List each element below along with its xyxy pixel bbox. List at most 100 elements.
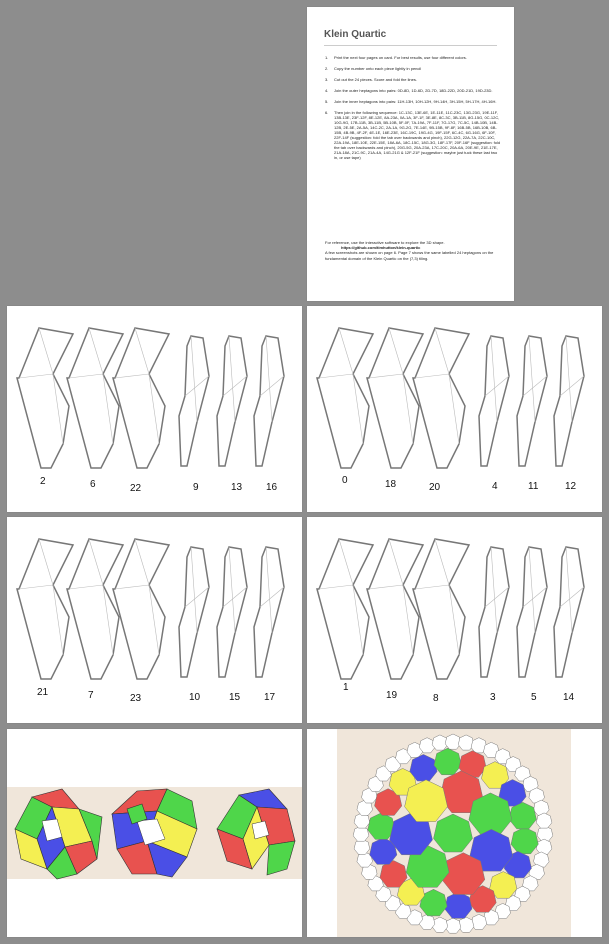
net-outline (16, 327, 75, 469)
net-labels: 21 7 23 10 15 17 (37, 687, 276, 704)
fold-line (114, 538, 160, 656)
heptagon-tile (374, 788, 403, 816)
piece-number: 1 (343, 682, 349, 693)
net-page-2: 0 18 20 4 11 12 (307, 306, 602, 512)
heptagon-tile (536, 812, 553, 829)
fold-line (259, 546, 285, 634)
fold-line (484, 546, 510, 634)
piece-number: 21 (37, 687, 49, 698)
note-line-2: A few screenshots are shown on page 6. P… (325, 250, 494, 261)
heptagon-tile (489, 871, 518, 899)
piece-number: 8 (433, 693, 439, 704)
piece-number: 5 (531, 692, 537, 703)
fold-line (222, 546, 248, 634)
fold-line (368, 327, 414, 445)
net-outline (178, 546, 210, 678)
net-outline (253, 546, 285, 678)
fold-line (184, 335, 210, 423)
screenshots-page (7, 729, 302, 937)
net-outline (412, 538, 471, 680)
net-outline (66, 538, 125, 680)
fold-line (414, 538, 460, 656)
piece-number: 2 (40, 476, 46, 487)
heptagon-tile (514, 765, 531, 782)
piece-number: 22 (130, 483, 142, 494)
heptagon-tile (469, 829, 513, 872)
heptagon-tile (510, 826, 539, 855)
repo-link[interactable]: https://github.com/timhutton/klein-quart… (341, 245, 421, 251)
piece-number: 4 (492, 481, 498, 492)
model-view-3 (216, 788, 296, 876)
heptagon-tile (433, 813, 473, 853)
net-outline (112, 327, 171, 469)
heptagon-nets: 1 19 8 3 5 14 (316, 538, 585, 704)
piece-number: 18 (385, 479, 397, 490)
net-outline (412, 327, 471, 469)
fold-line (318, 327, 364, 445)
net-pieces (316, 327, 585, 469)
piece-number: 20 (429, 482, 441, 493)
net-outline (16, 538, 75, 680)
net-outline (216, 335, 248, 467)
fold-line (559, 335, 585, 423)
instructions-page: Klein Quartic 1. Print the next four page… (307, 7, 514, 301)
net-pieces (16, 538, 285, 680)
heptagon-tile (433, 747, 462, 776)
piece-number: 16 (266, 482, 278, 493)
heptagon-tile (356, 799, 373, 816)
heptagon-nets: 2 6 22 9 13 16 (16, 327, 285, 494)
fold-line (259, 335, 285, 423)
net-pieces (316, 538, 585, 680)
heptagon-tile (522, 875, 539, 892)
fold-line (114, 327, 160, 445)
fold-line (18, 538, 64, 656)
heptagon-tile (483, 742, 500, 758)
net-outline (516, 546, 548, 678)
fold-line (222, 335, 248, 423)
heptagon-tile (352, 825, 370, 842)
fold-line (484, 335, 510, 423)
heptagon-tile (514, 885, 531, 902)
fold-line (522, 335, 548, 423)
net-outline (316, 327, 375, 469)
net-outline (516, 335, 548, 467)
step-1: 1. Print the next four pages on card. For… (325, 55, 467, 60)
net-outline (553, 546, 585, 678)
net-outline (316, 538, 375, 680)
piece-number: 0 (342, 475, 348, 486)
net-outline (216, 546, 248, 678)
heptagon-tile (483, 909, 500, 926)
instruction-steps: 1. Print the next four pages on card. For… (325, 55, 501, 166)
net-outline (366, 327, 425, 469)
step-4: 4. Join the outer heptagons into pairs: 0… (325, 88, 493, 93)
heptagon-tile (481, 761, 509, 789)
piece-number: 3 (490, 692, 496, 703)
fold-line (18, 327, 64, 445)
heptagon-tile (508, 802, 537, 830)
heptagon-tile (439, 770, 484, 813)
heptagon-tile (379, 860, 408, 888)
net-outline (478, 546, 510, 678)
heptagon-tile (444, 891, 473, 919)
fold-line (68, 538, 114, 656)
net-outline (112, 538, 171, 680)
piece-number: 23 (130, 693, 142, 704)
heptagon-tile (505, 756, 522, 772)
net-page-1: 2 6 22 9 13 16 (7, 306, 302, 512)
heptagon-tile (404, 779, 448, 822)
piece-number: 19 (386, 690, 398, 701)
heptagon-tile (353, 838, 370, 855)
net-page-4: 1 19 8 3 5 14 (307, 517, 602, 723)
heptagon-tile (458, 734, 475, 751)
step-2: 2. Copy the number onto each piece lightl… (325, 66, 422, 71)
net-pieces (16, 327, 285, 469)
step-5: 5. Join the inner heptagons into pairs: 1… (325, 99, 497, 104)
hyperbolic-tiling (337, 729, 571, 937)
page-title: Klein Quartic (324, 29, 387, 40)
piece-number: 6 (90, 479, 96, 490)
fold-line (522, 546, 548, 634)
net-outline (366, 538, 425, 680)
fold-line (68, 327, 114, 445)
net-outline (66, 327, 125, 469)
piece-number: 9 (193, 482, 199, 493)
